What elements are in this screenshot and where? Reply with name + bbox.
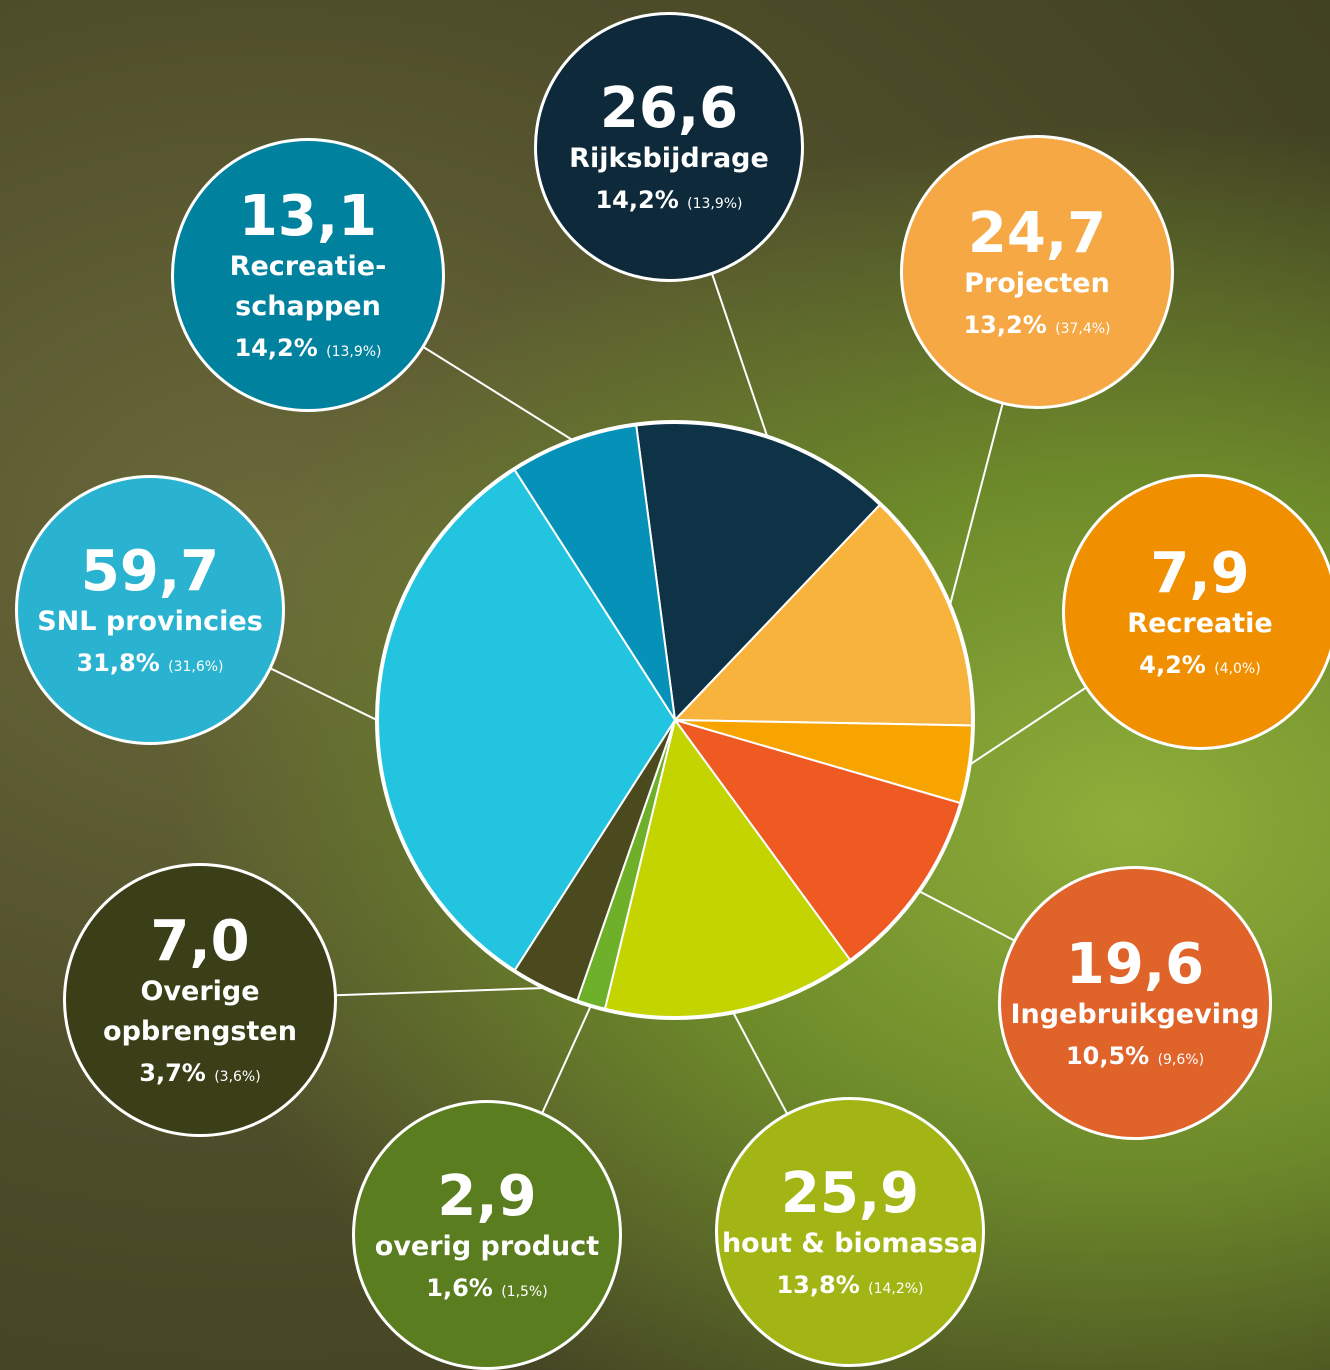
percent-label: 31,8%	[76, 649, 159, 677]
percent-row: 13,2% (37,4%)	[963, 311, 1110, 339]
previous-percent-label: (1,5%)	[501, 1284, 548, 1300]
percent-label: 13,2%	[963, 311, 1046, 339]
previous-percent-label: (4,0%)	[1214, 661, 1261, 677]
category-label: Rijksbijdrage	[569, 139, 769, 180]
value-label: 2,9	[437, 1168, 536, 1227]
percent-label: 4,2%	[1139, 651, 1206, 679]
category-label: Recreatie- schappen	[230, 247, 387, 328]
previous-percent-label: (9,6%)	[1158, 1052, 1205, 1068]
previous-percent-label: (3,6%)	[214, 1069, 261, 1085]
percent-row: 14,2% (13,9%)	[234, 334, 381, 362]
percent-row: 4,2% (4,0%)	[1139, 651, 1260, 679]
value-label: 26,6	[600, 80, 738, 139]
previous-percent-label: (31,6%)	[168, 659, 223, 675]
percent-label: 1,6%	[426, 1274, 493, 1302]
percent-label: 14,2%	[234, 334, 317, 362]
category-label: hout & biomassa	[722, 1224, 978, 1265]
percent-row: 10,5% (9,6%)	[1066, 1042, 1204, 1070]
percent-row: 14,2% (13,9%)	[595, 186, 742, 214]
value-label: 25,9	[781, 1165, 919, 1224]
percent-row: 13,8% (14,2%)	[776, 1271, 923, 1299]
value-label: 59,7	[81, 543, 219, 602]
value-label: 13,1	[239, 188, 377, 247]
percent-label: 3,7%	[139, 1059, 206, 1087]
previous-percent-label: (37,4%)	[1055, 321, 1110, 337]
category-label: SNL provincies	[37, 602, 263, 643]
category-label: Recreatie	[1127, 604, 1272, 645]
previous-percent-label: (13,9%)	[687, 196, 742, 212]
previous-percent-label: (14,2%)	[868, 1281, 923, 1297]
category-label: Overige opbrengsten	[103, 972, 297, 1053]
percent-row: 3,7% (3,6%)	[139, 1059, 260, 1087]
infographic: 26,6Rijksbijdrage 14,2% (13,9%) 24,7Projec…	[0, 0, 1330, 1370]
category-label: overig product	[375, 1227, 599, 1268]
percent-label: 13,8%	[776, 1271, 859, 1299]
category-label: Projecten	[964, 264, 1110, 305]
percent-label: 10,5%	[1066, 1042, 1149, 1070]
value-label: 7,9	[1150, 545, 1249, 604]
percent-row: 1,6% (1,5%)	[426, 1274, 547, 1302]
value-label: 19,6	[1066, 936, 1204, 995]
value-label: 24,7	[968, 205, 1106, 264]
previous-percent-label: (13,9%)	[326, 344, 381, 360]
value-label: 7,0	[150, 913, 249, 972]
percent-row: 31,8% (31,6%)	[76, 649, 223, 677]
category-label: Ingebruikgeving	[1010, 995, 1259, 1036]
percent-label: 14,2%	[595, 186, 678, 214]
